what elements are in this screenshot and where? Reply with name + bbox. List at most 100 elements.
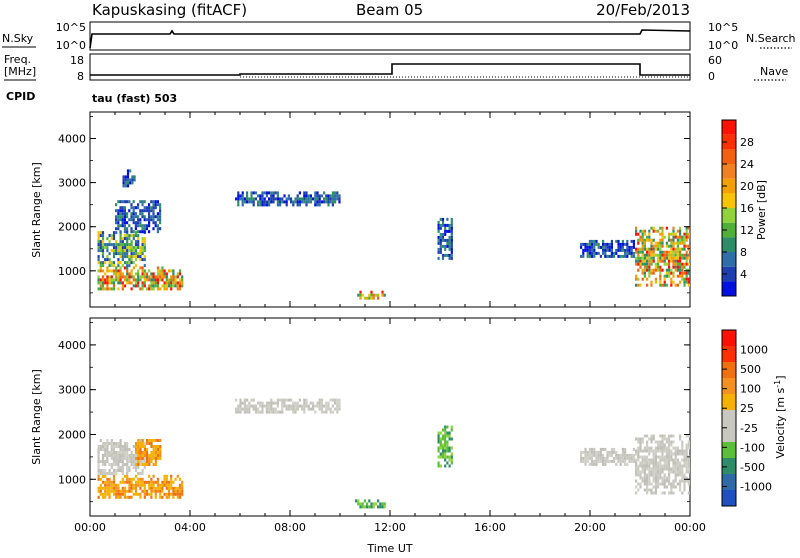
echo-cell xyxy=(167,284,171,288)
echo-cell xyxy=(450,458,453,462)
echo-cell xyxy=(132,492,135,496)
echo-cell xyxy=(681,446,684,450)
echo-cell xyxy=(132,278,135,282)
echo-cell xyxy=(316,194,319,198)
nave-tick-bottom: 0 xyxy=(708,70,715,83)
echo-cell xyxy=(139,480,142,484)
echo-cell xyxy=(659,238,662,242)
echo-cell xyxy=(599,453,602,457)
echo-cell xyxy=(97,255,100,259)
echo-cell xyxy=(687,256,690,260)
echo-cell xyxy=(261,197,264,201)
echo-cell xyxy=(582,254,585,258)
echo-cell xyxy=(687,244,690,248)
echo-cell xyxy=(101,284,105,288)
echo-cell xyxy=(137,252,140,256)
echo-cell xyxy=(156,212,159,216)
echo-cell xyxy=(148,287,151,291)
echo-cell xyxy=(99,281,102,285)
echo-cell xyxy=(117,227,120,231)
echo-cell xyxy=(123,266,127,270)
echo-cell xyxy=(159,221,162,225)
echo-cell xyxy=(650,434,653,438)
echo-cell xyxy=(108,442,111,445)
echo-cell xyxy=(97,237,100,241)
echo-cell xyxy=(613,254,616,258)
echo-cell xyxy=(121,281,124,285)
echo-cell xyxy=(643,259,646,263)
echo-cell xyxy=(679,449,682,453)
echo-cell xyxy=(294,410,297,414)
echo-cell xyxy=(279,203,282,207)
echo-cell xyxy=(659,253,662,257)
echo-cell xyxy=(637,488,640,492)
echo-cell xyxy=(657,229,660,233)
echo-cell xyxy=(139,463,142,466)
echo-cell xyxy=(119,246,122,250)
echo-cell xyxy=(123,200,126,204)
echo-cell xyxy=(97,287,100,291)
echo-cell xyxy=(646,461,649,465)
echo-cell xyxy=(446,455,449,459)
echo-cell xyxy=(131,178,134,182)
echo-cell xyxy=(119,224,122,228)
echo-cell xyxy=(108,480,111,484)
echo-cell xyxy=(641,259,644,263)
echo-cell xyxy=(279,398,282,402)
echo-cell xyxy=(128,469,131,472)
echo-cell xyxy=(121,212,124,216)
echo-cell xyxy=(635,226,638,230)
echo-cell xyxy=(141,451,144,454)
echo-cell xyxy=(137,442,140,445)
echo-cell xyxy=(652,464,655,468)
echo-cell xyxy=(444,452,447,456)
echo-cell xyxy=(121,445,124,448)
echo-cell xyxy=(676,464,679,468)
echo-cell xyxy=(250,200,253,204)
echo-cell xyxy=(681,479,684,483)
echo-cell xyxy=(652,244,655,248)
echo-cell xyxy=(591,254,594,258)
echo-cell xyxy=(657,244,660,248)
echo-cell xyxy=(104,278,107,282)
echo-cell xyxy=(685,455,688,459)
echo-cell xyxy=(643,232,646,236)
echo-cell xyxy=(119,469,122,472)
echo-cell xyxy=(643,461,646,465)
echo-cell xyxy=(108,258,111,262)
echo-cell xyxy=(279,200,282,204)
echo-cell xyxy=(639,247,642,251)
echo-cell xyxy=(110,269,113,273)
echo-cell xyxy=(119,234,122,238)
colorbar-tick-label: 25 xyxy=(740,402,754,415)
echo-cell xyxy=(448,235,451,239)
echo-cell xyxy=(329,194,332,198)
echo-cell xyxy=(156,284,160,288)
echo-cell xyxy=(320,194,323,198)
echo-cell xyxy=(174,477,177,481)
echo-cell xyxy=(448,223,451,227)
echo-cell xyxy=(106,439,109,442)
echo-cell xyxy=(163,272,166,276)
echo-cell xyxy=(130,212,133,216)
date-label: 20/Feb/2013 xyxy=(596,1,690,19)
echo-cell xyxy=(641,470,644,474)
echo-cell xyxy=(661,434,664,438)
echo-cell xyxy=(661,226,664,230)
echo-cell xyxy=(117,243,120,247)
echo-cell xyxy=(312,401,315,405)
echo-cell xyxy=(137,448,140,451)
echo-cell xyxy=(580,245,583,249)
echo-cell xyxy=(606,242,609,246)
echo-cell xyxy=(615,248,618,252)
echo-cell xyxy=(593,459,596,463)
echo-cell xyxy=(110,281,113,285)
echo-cell xyxy=(139,439,142,442)
echo-cell xyxy=(610,248,613,252)
velocity-colorbar-label: Velocity [m s-1] xyxy=(773,375,787,458)
echo-cell xyxy=(134,272,138,276)
echo-cell xyxy=(126,227,129,231)
echo-cell xyxy=(437,440,440,444)
echo-cell xyxy=(110,463,113,466)
